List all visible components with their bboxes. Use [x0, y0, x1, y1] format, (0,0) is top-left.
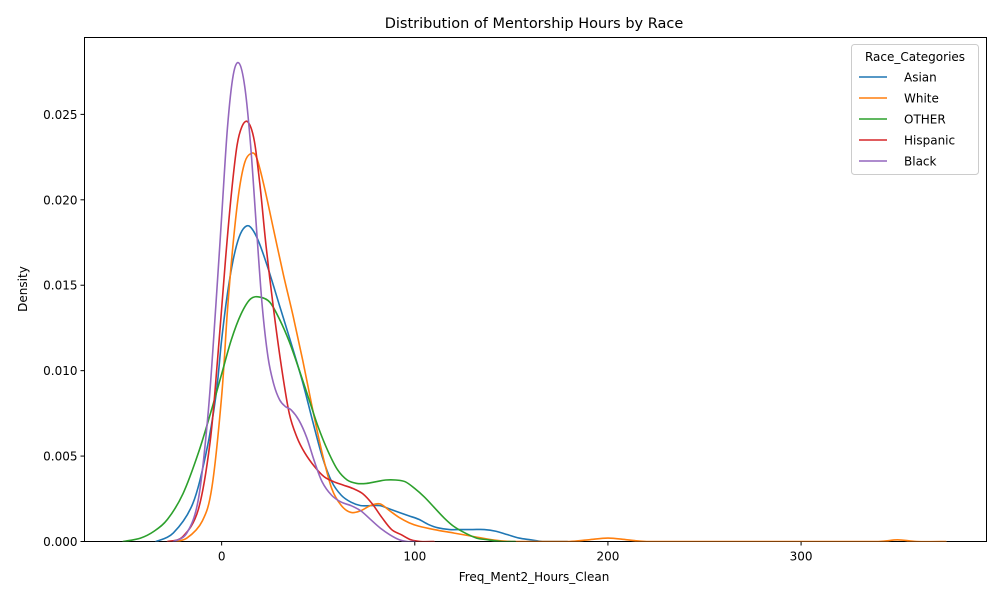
x-tick-label: 100: [403, 550, 426, 564]
plot-area: 0 100 200 300 0.000 0.005 0.010 0.015 0.020 0.02…: [43, 37, 987, 564]
x-tick-label: 300: [790, 550, 813, 564]
y-tick-label: 0.010: [43, 364, 77, 378]
series-layer: [122, 61, 947, 542]
legend-label-black: Black: [904, 155, 937, 169]
y-axis-label: Density: [16, 266, 30, 312]
legend-label-white: White: [904, 92, 939, 106]
y-tick-label: 0.020: [43, 193, 77, 207]
x-axis-ticks: 0 100 200 300: [218, 541, 813, 564]
legend-label-hispanic: Hispanic: [904, 134, 955, 148]
legend-title: Race_Categories: [865, 50, 965, 64]
x-axis-label: Freq_Ment2_Hours_Clean: [459, 570, 610, 584]
series-line-other: [122, 295, 517, 542]
x-tick-label: 200: [596, 550, 619, 564]
x-tick-label: 0: [218, 550, 226, 564]
legend-label-asian: Asian: [904, 71, 937, 85]
y-tick-label: 0.015: [43, 279, 77, 293]
legend-label-other: OTHER: [904, 113, 946, 127]
y-tick-label: 0.000: [43, 535, 77, 549]
y-tick-label: 0.005: [43, 450, 77, 464]
chart-title: Distribution of Mentorship Hours by Race: [385, 16, 684, 32]
y-tick-label: 0.025: [43, 108, 77, 122]
series-line-hispanic: [166, 120, 435, 542]
legend-items: Asian White OTHER Hispanic Black: [859, 71, 955, 169]
series-line-black: [172, 61, 416, 542]
y-axis-ticks: 0.000 0.005 0.010 0.015 0.020 0.025: [43, 108, 85, 549]
legend: Race_Categories Asian White OTHER Hispanic B…: [851, 44, 979, 175]
series-line-white: [172, 152, 947, 542]
